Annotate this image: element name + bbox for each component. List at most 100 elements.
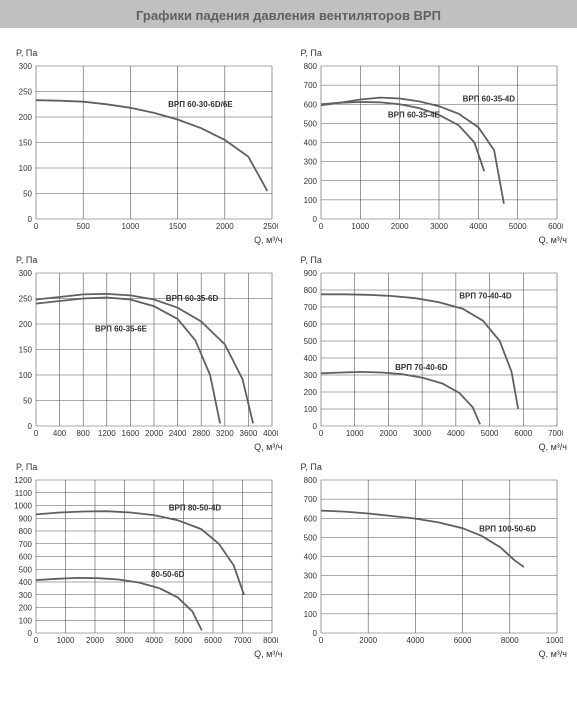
series-curve <box>36 100 267 191</box>
x-tick-label: 2000 <box>216 222 234 231</box>
x-tick-label: 6000 <box>204 636 222 645</box>
x-tick-label: 0 <box>34 636 39 645</box>
series-label: ВРП 70-40-6D <box>395 363 448 372</box>
x-tick-label: 7000 <box>548 429 563 438</box>
y-tick-label: 1200 <box>14 476 32 485</box>
x-tick-label: 5000 <box>508 222 526 231</box>
y-tick-label: 100 <box>19 371 33 380</box>
y-tick-label: 400 <box>303 354 317 363</box>
y-tick-label: 900 <box>19 514 33 523</box>
x-tick-label: 2400 <box>169 429 187 438</box>
series-label: 80-50-6D <box>151 570 185 579</box>
x-tick-label: 2800 <box>192 429 210 438</box>
series-label: ВРП 100-50-6D <box>479 525 536 534</box>
chart-svg: 0200040006000800010000010020030040050060… <box>291 474 563 649</box>
x-tick-label: 3200 <box>216 429 234 438</box>
x-tick-label: 8000 <box>263 636 278 645</box>
x-tick-label: 4000 <box>263 429 278 438</box>
y-axis-label: P, Па <box>301 255 572 265</box>
x-tick-label: 4000 <box>446 429 464 438</box>
y-tick-label: 250 <box>19 88 33 97</box>
y-tick-label: 300 <box>19 591 33 600</box>
x-tick-label: 5000 <box>480 429 498 438</box>
series-label: ВРП 60-35-6D <box>166 294 219 303</box>
chart-svg: 0100020003000400050006000010020030040050… <box>291 60 563 235</box>
y-tick-label: 300 <box>303 371 317 380</box>
x-tick-label: 4000 <box>469 222 487 231</box>
x-tick-label: 1200 <box>98 429 116 438</box>
y-tick-label: 400 <box>303 553 317 562</box>
y-tick-label: 600 <box>303 100 317 109</box>
chart-1: P, Па05001000150020002500050100150200250… <box>6 48 287 245</box>
y-tick-label: 150 <box>19 139 33 148</box>
y-tick-label: 200 <box>303 177 317 186</box>
y-tick-label: 800 <box>19 527 33 536</box>
y-tick-label: 100 <box>303 610 317 619</box>
y-axis-label: P, Па <box>301 48 572 58</box>
x-tick-label: 6000 <box>514 429 532 438</box>
y-tick-label: 50 <box>23 190 32 199</box>
y-tick-label: 100 <box>19 164 33 173</box>
x-tick-label: 800 <box>77 429 91 438</box>
x-tick-label: 6000 <box>548 222 563 231</box>
x-tick-label: 0 <box>34 429 39 438</box>
chart-3: P, Па04008001200160020002400280032003600… <box>6 255 287 452</box>
x-axis-label: Q, м³/ч <box>6 442 283 452</box>
y-tick-label: 300 <box>303 158 317 167</box>
chart-svg: 05001000150020002500050100150200250300ВР… <box>6 60 278 235</box>
y-tick-label: 300 <box>19 269 33 278</box>
x-tick-label: 3000 <box>430 222 448 231</box>
x-tick-label: 0 <box>34 222 39 231</box>
x-tick-label: 1500 <box>169 222 187 231</box>
chart-6: P, Па02000400060008000100000100200300400… <box>291 462 572 659</box>
chart-svg: 0100020003000400050006000700080000100200… <box>6 474 278 649</box>
x-tick-label: 2000 <box>390 222 408 231</box>
x-tick-label: 1000 <box>122 222 140 231</box>
x-axis-label: Q, м³/ч <box>6 649 283 659</box>
y-tick-label: 250 <box>19 295 33 304</box>
series-label: ВРП 80-50-4D <box>169 504 222 513</box>
x-tick-label: 6000 <box>453 636 471 645</box>
y-axis-label: P, Па <box>16 255 287 265</box>
y-tick-label: 1000 <box>14 502 32 511</box>
y-tick-label: 400 <box>303 139 317 148</box>
x-axis-label: Q, м³/ч <box>291 649 568 659</box>
series-curve <box>36 578 202 631</box>
x-tick-label: 0 <box>318 429 323 438</box>
x-tick-label: 2000 <box>359 636 377 645</box>
y-axis-label: P, Па <box>16 48 287 58</box>
series-label: ВРП 70-40-4D <box>459 292 512 301</box>
y-tick-label: 700 <box>303 81 317 90</box>
x-tick-label: 2000 <box>145 429 163 438</box>
y-tick-label: 100 <box>303 405 317 414</box>
y-tick-label: 0 <box>28 629 33 638</box>
series-label: ВРП 60-35-6E <box>95 325 148 334</box>
x-axis-label: Q, м³/ч <box>291 235 568 245</box>
series-label: ВРП 60-35-4E <box>387 111 440 120</box>
series-curve <box>36 294 253 424</box>
y-tick-label: 100 <box>303 196 317 205</box>
x-tick-label: 500 <box>77 222 91 231</box>
x-tick-label: 0 <box>318 636 323 645</box>
x-tick-label: 3600 <box>240 429 258 438</box>
y-tick-label: 500 <box>303 533 317 542</box>
y-tick-label: 600 <box>19 553 33 562</box>
y-tick-label: 200 <box>19 320 33 329</box>
x-tick-label: 400 <box>53 429 67 438</box>
x-tick-label: 10000 <box>545 636 562 645</box>
chart-svg: 0400800120016002000240028003200360040000… <box>6 267 278 442</box>
y-tick-label: 500 <box>303 337 317 346</box>
y-tick-label: 0 <box>312 422 317 431</box>
y-tick-label: 600 <box>303 514 317 523</box>
y-axis-label: P, Па <box>16 462 287 472</box>
page-title: Графики падения давления вентиляторов ВР… <box>0 0 577 28</box>
y-tick-label: 700 <box>19 540 33 549</box>
x-axis-label: Q, м³/ч <box>6 235 283 245</box>
chart-4: P, Па01000200030004000500060007000010020… <box>291 255 572 452</box>
y-tick-label: 600 <box>303 320 317 329</box>
x-axis-label: Q, м³/ч <box>291 442 568 452</box>
y-tick-label: 200 <box>303 591 317 600</box>
y-tick-label: 0 <box>28 215 33 224</box>
chart-svg: 0100020003000400050006000700001002003004… <box>291 267 563 442</box>
y-tick-label: 300 <box>303 572 317 581</box>
